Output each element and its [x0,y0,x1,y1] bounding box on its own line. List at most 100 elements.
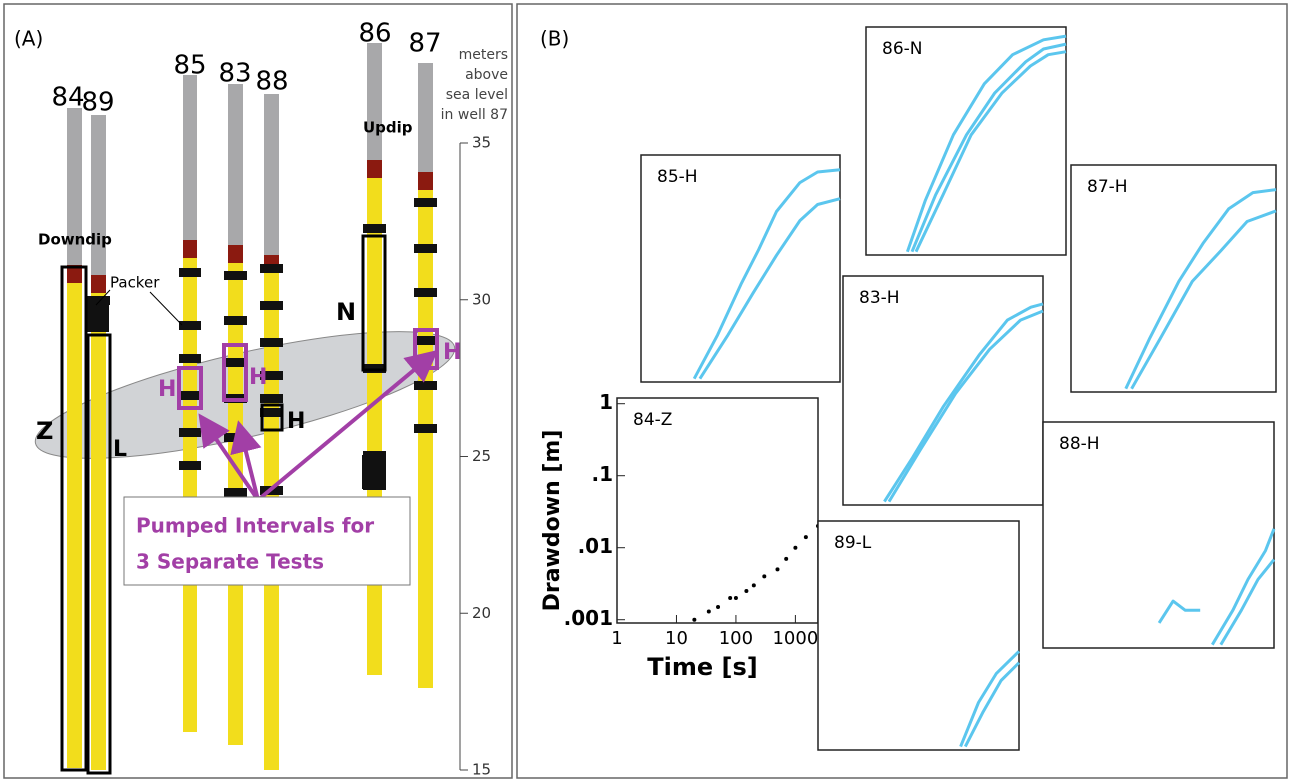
drawdown-curve [910,42,1067,253]
y-tick-label: 15 [472,761,491,779]
drawdown-curve [963,661,1021,748]
panel-b: 85-H 86-N 87-H 83-H 84-Z 1 10 100 1000 .001 .01 .1 1… [540,26,1277,751]
plot: 83-H [842,275,1044,506]
plot-frame [1042,421,1275,649]
y-tick-label: 20 [472,604,491,622]
leader [149,291,183,326]
well-log-dark [418,172,433,190]
interval-box [361,234,387,372]
packer [414,288,437,297]
well-label: 86 [358,19,391,49]
packer [414,198,437,207]
plot-frame [616,397,819,624]
drawdown-curve [1219,558,1276,646]
x-tick-label: 100 [719,628,753,649]
packer [224,488,247,497]
plot-frame [842,275,1044,506]
well-log-dark [67,265,82,283]
plot-title: 89-L [834,533,872,553]
well-log-dark [91,275,106,293]
drawdown-point [762,574,767,579]
packer [179,428,201,437]
y-tick-label: .001 [564,606,613,630]
packer [87,300,109,332]
panel-label: (B) [540,27,569,51]
panel-a-frame [3,3,513,779]
plot-frame [640,154,841,383]
packer [414,424,437,433]
well-label: 85 [173,51,206,81]
y-tick-label: 25 [472,447,491,465]
packer [179,354,201,363]
well-casing [264,94,279,255]
well-label: 83 [218,59,251,89]
pumped-label: H [158,377,176,402]
drawdown-point [728,596,733,601]
packer [179,391,201,400]
drawdown-point [744,589,749,594]
pumped-label: H [249,365,267,390]
well-label: 88 [255,67,288,97]
packer [260,264,283,273]
well-label: 84 [51,83,84,113]
well-casing [91,115,106,275]
well-log [183,240,197,732]
plot-title: 88-H [1059,434,1100,454]
plot-title: 84-Z [633,410,672,430]
plot: 88-H [1042,421,1276,649]
drawdown-point [716,605,721,610]
y-tick-label: .01 [578,534,613,558]
drawdown-curve [887,309,1044,503]
axis-title: in well 87 [441,107,508,123]
well-casing [418,63,433,172]
drawdown-point [793,545,798,550]
plot: 89-L [817,520,1021,751]
packer [414,244,437,253]
well-casing [67,108,82,265]
leader [95,289,111,306]
drawdown-point [775,567,780,572]
drawdown-curve [914,50,1067,253]
annotation: H [287,409,305,434]
plot: 87-H [1070,164,1277,393]
arrow [198,413,260,502]
drawdown-point [706,609,711,614]
pumped-label: H [443,340,461,365]
plot-frame [817,520,1020,751]
drawdown-point [692,617,697,622]
annotation: N [336,298,356,326]
packer [414,381,437,390]
annotation: Downdip [38,231,112,249]
packer [260,408,283,417]
x-tick-label: 1000 [772,628,818,649]
drawdown-point [784,556,789,561]
drawdown-curve [1157,599,1201,624]
y-tick-label: 1 [599,390,613,414]
pumped-interval [177,366,203,410]
interval-box [260,403,284,432]
well-log-dark [183,240,197,258]
drawdown-curve [959,650,1021,748]
callout-box [123,496,411,586]
drawdown-curve [692,168,841,380]
annotation: Z [36,417,53,445]
x-axis-label: Time [s] [647,653,757,681]
plot-title: 83-H [859,288,900,308]
y-axis-label: Drawdown [m] [540,430,565,612]
y-tick-label: 30 [472,290,491,308]
y-tick-label: .1 [591,462,613,486]
arrow [256,349,439,502]
plot-frame [1070,164,1277,393]
drawdown-point [733,596,738,601]
callout-text: 3 Separate Tests [136,550,324,574]
panel-label: (A) [14,27,43,51]
axis-title: above [465,67,508,83]
well-casing [183,75,197,240]
plot: 84-Z 1 10 100 1000 .001 .01 .1 1 Time [s] Drawdown… [540,390,820,681]
packer [362,455,386,489]
annotation: Packer [110,274,160,292]
well-log [91,275,106,770]
packer [224,271,247,280]
x-tick-label: 1 [611,628,622,649]
